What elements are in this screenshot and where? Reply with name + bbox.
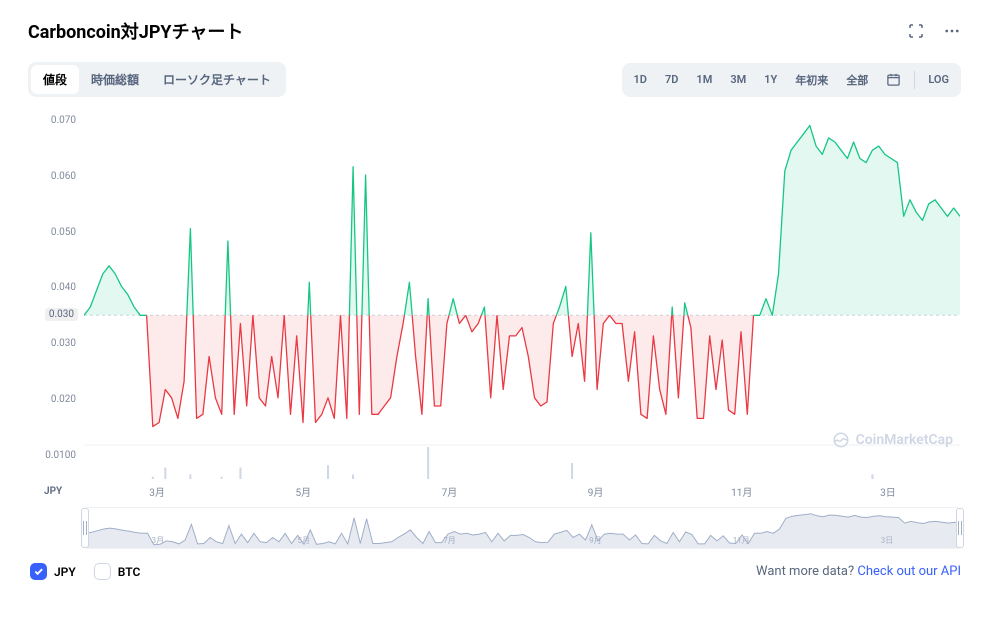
chart-header: Carboncoin対JPYチャート	[28, 18, 961, 44]
tab-marketcap[interactable]: 時価総額	[79, 65, 151, 94]
checkbox-btc[interactable]	[94, 563, 111, 580]
navigator[interactable]: 3月5月7月9月11月3日	[84, 507, 961, 549]
chart-controls: 値段 時価総額 ローソク足チャート 1D 7D 1M 3M 1Y 年初来 全部 …	[28, 62, 961, 97]
fullscreen-icon[interactable]	[907, 22, 925, 40]
time-range-tabs: 1D 7D 1M 3M 1Y 年初来 全部 LOG	[622, 63, 961, 97]
range-1y[interactable]: 1Y	[755, 67, 786, 92]
range-7d[interactable]: 7D	[656, 67, 687, 92]
price-chart: 0.0700.0600.0500.0400.0300.0200.01000.03…	[28, 109, 961, 479]
chart-footer: JPY BTC Want more data? Check out our AP…	[30, 563, 961, 580]
range-all[interactable]: 全部	[837, 66, 877, 94]
x-axis: JPY 3月5月7月9月11月3日	[84, 479, 961, 503]
chart-plot[interactable]: CoinMarketCap	[84, 109, 961, 479]
tab-candle[interactable]: ローソク足チャート	[151, 65, 283, 94]
legend: JPY BTC	[30, 563, 140, 580]
watermark: CoinMarketCap	[832, 431, 953, 449]
chart-type-tabs: 値段 時価総額 ローソク足チャート	[28, 62, 286, 97]
chart-title: Carboncoin対JPYチャート	[28, 18, 243, 44]
range-1d[interactable]: 1D	[625, 67, 656, 92]
more-icon[interactable]	[943, 22, 961, 40]
toggle-log[interactable]: LOG	[919, 67, 958, 92]
tab-price[interactable]: 値段	[31, 65, 79, 94]
calendar-icon[interactable]	[877, 66, 910, 93]
api-promo: Want more data? Check out our API	[756, 564, 961, 579]
range-1m[interactable]: 1M	[687, 67, 721, 92]
api-link[interactable]: Check out our API	[857, 564, 961, 579]
checkbox-jpy[interactable]	[30, 563, 47, 580]
y-axis: 0.0700.0600.0500.0400.0300.0200.01000.03…	[28, 109, 84, 479]
legend-btc[interactable]: BTC	[94, 563, 141, 580]
range-ytd[interactable]: 年初来	[786, 66, 837, 94]
range-3m[interactable]: 3M	[721, 67, 755, 92]
legend-jpy[interactable]: JPY	[30, 563, 76, 580]
